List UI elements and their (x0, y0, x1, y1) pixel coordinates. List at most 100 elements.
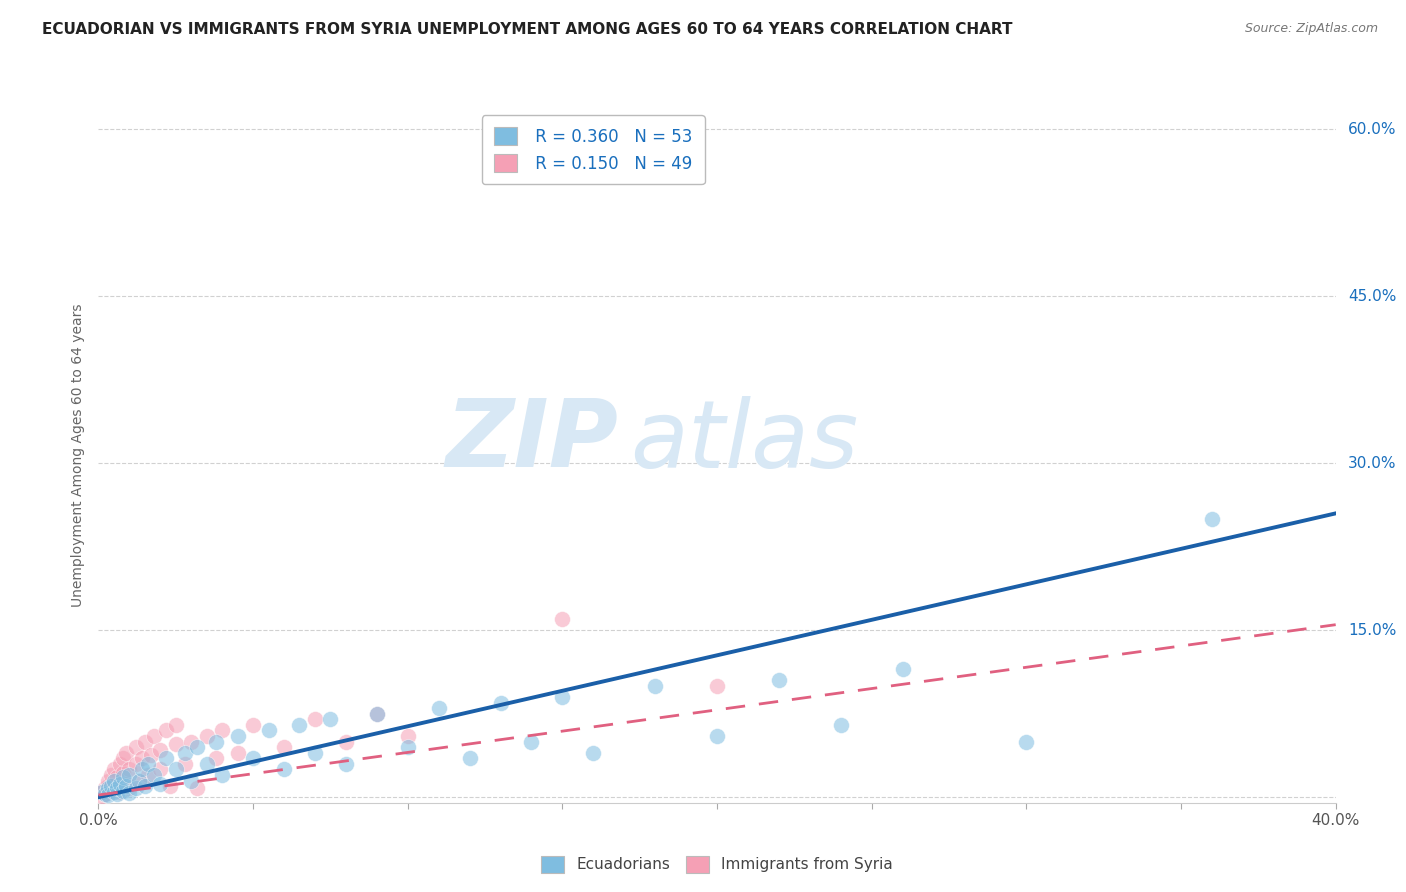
Point (136, 768, 159, 782)
Point (124, 756, 146, 771)
Point (396, 740, 419, 755)
Point (520, 734, 543, 748)
Point (396, 729, 419, 743)
Point (93, 781, 115, 796)
Point (118, 763, 141, 777)
Point (105, 787, 128, 801)
Point (97, 788, 120, 802)
Point (551, 690, 574, 704)
Point (186, 781, 208, 796)
Point (155, 723, 177, 738)
Point (112, 783, 135, 797)
Point (180, 773, 202, 788)
Point (108, 756, 131, 771)
Point (257, 723, 280, 738)
Point (103, 777, 125, 791)
Point (211, 723, 233, 738)
Point (1201, 512, 1223, 526)
Point (427, 701, 450, 715)
Text: ZIP: ZIP (446, 395, 619, 487)
Point (706, 679, 728, 693)
Point (319, 712, 342, 726)
Point (118, 781, 141, 796)
Point (131, 763, 153, 777)
Point (115, 777, 138, 791)
Text: 45.0%: 45.0% (1348, 289, 1396, 304)
Point (582, 746, 605, 760)
Text: Source: ZipAtlas.com: Source: ZipAtlas.com (1244, 22, 1378, 36)
Point (115, 779, 138, 793)
Text: 60.0%: 60.0% (1348, 122, 1396, 136)
Point (105, 770, 128, 784)
Point (112, 765, 135, 780)
Point (644, 679, 666, 693)
Point (97, 781, 120, 796)
Point (211, 768, 233, 782)
Point (134, 734, 156, 748)
Point (335, 756, 357, 771)
Point (366, 706, 388, 721)
Point (273, 763, 295, 777)
Point (458, 751, 481, 765)
Point (273, 740, 295, 755)
Point (830, 718, 852, 732)
Point (304, 746, 326, 760)
Point (159, 779, 181, 793)
Point (128, 773, 150, 788)
Point (90, 785, 112, 799)
Point (768, 673, 790, 688)
Point (149, 777, 172, 791)
Point (706, 729, 728, 743)
Point (149, 743, 172, 757)
Point (335, 734, 357, 748)
Point (93, 787, 115, 801)
Point (103, 785, 125, 799)
Legend: Ecuadorians, Immigrants from Syria: Ecuadorians, Immigrants from Syria (536, 850, 898, 879)
Point (489, 696, 512, 710)
Text: ECUADORIAN VS IMMIGRANTS FROM SYRIA UNEMPLOYMENT AMONG AGES 60 TO 64 YEARS CORRE: ECUADORIAN VS IMMIGRANTS FROM SYRIA UNEM… (42, 22, 1012, 37)
Point (105, 781, 128, 796)
Point (103, 773, 125, 788)
Point (90, 789, 112, 804)
Point (226, 729, 249, 743)
Point (174, 756, 197, 771)
Point (112, 751, 135, 765)
Text: atlas: atlas (630, 395, 859, 486)
Point (105, 781, 128, 796)
Point (551, 612, 574, 626)
Point (304, 712, 326, 726)
Text: 30.0%: 30.0% (1348, 456, 1396, 471)
Point (195, 729, 218, 743)
Point (124, 781, 146, 796)
Point (118, 786, 141, 800)
Point (1015, 734, 1038, 748)
Point (100, 783, 122, 797)
Point (100, 779, 122, 793)
Point (93, 787, 115, 801)
Point (118, 768, 141, 782)
Point (180, 734, 202, 748)
Point (143, 768, 166, 782)
Point (165, 763, 187, 777)
Point (195, 756, 218, 771)
Point (97, 779, 120, 793)
Point (136, 756, 159, 771)
Y-axis label: Unemployment Among Ages 60 to 64 years: Unemployment Among Ages 60 to 64 years (72, 303, 86, 607)
Point (205, 734, 228, 748)
Point (143, 729, 166, 743)
Point (155, 751, 177, 765)
Point (131, 751, 153, 765)
Point (134, 779, 156, 793)
Point (288, 718, 311, 732)
Text: 15.0%: 15.0% (1348, 623, 1396, 638)
Point (174, 746, 197, 760)
Point (112, 770, 135, 784)
Point (242, 751, 264, 765)
Point (103, 763, 125, 777)
Point (100, 768, 122, 782)
Point (149, 763, 172, 777)
Point (97, 773, 120, 788)
Point (108, 777, 131, 791)
Point (226, 746, 249, 760)
Point (165, 718, 187, 732)
